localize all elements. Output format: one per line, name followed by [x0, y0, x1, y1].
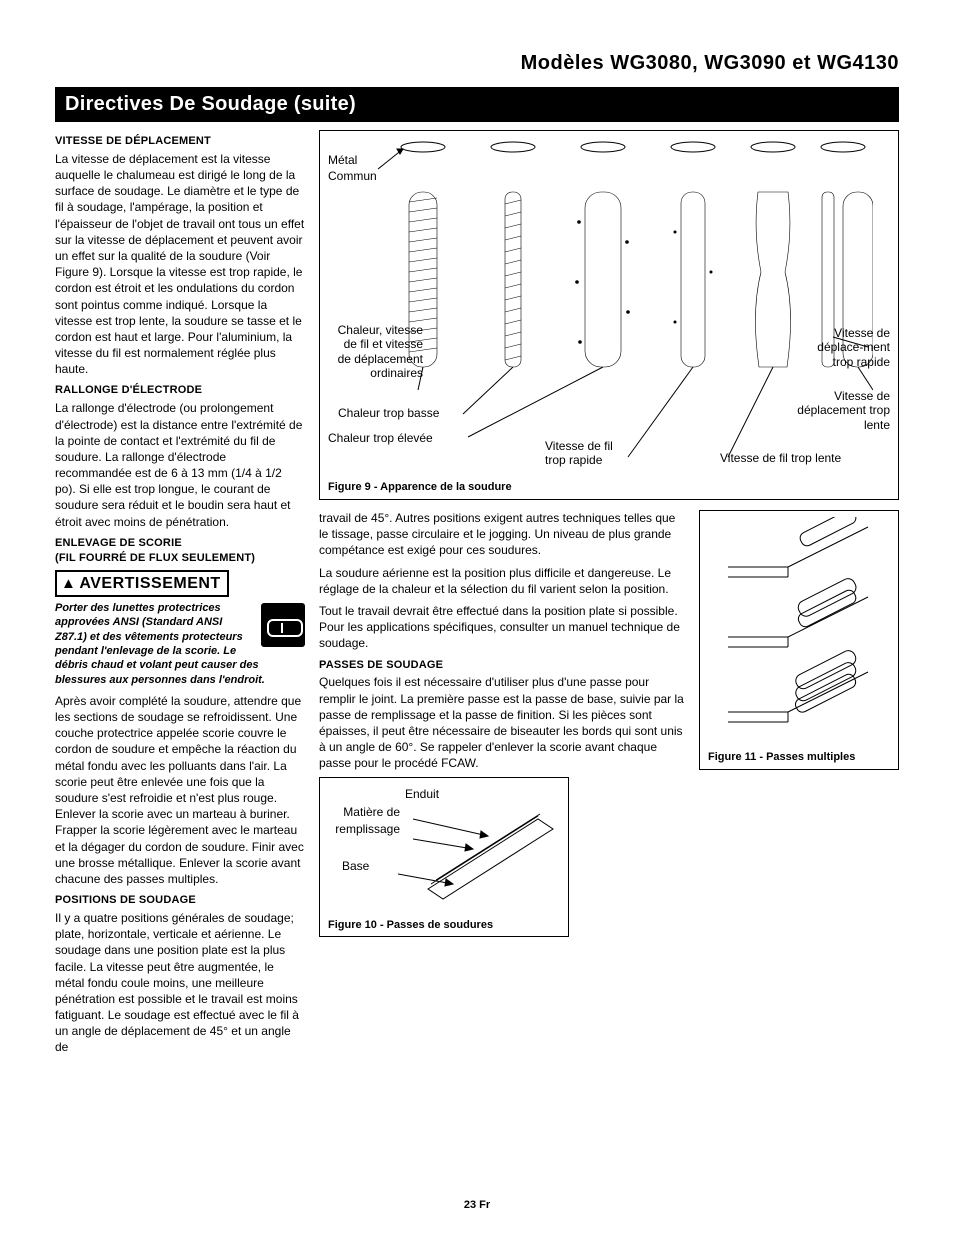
heading-rallonge: RALLONGE D'ÉLECTRODE [55, 383, 305, 398]
warning-label: AVERTISSEMENT [79, 575, 220, 592]
fig9-label-wireslow: Vitesse de fil trop lente [720, 451, 841, 465]
warning-triangle-icon: ▲ [61, 574, 76, 594]
fig9-label-travelslow: Vitesse de déplacement trop lente [770, 389, 890, 432]
section-title-bar: Directives De Soudage (suite) [55, 87, 899, 122]
para-positions: Il y a quatre positions générales de sou… [55, 910, 305, 1056]
fig9-label-heathigh: Chaleur trop élevée [328, 431, 433, 445]
heading-passes: PASSES DE SOUDAGE [319, 658, 685, 673]
fig9-label-ordinary: Chaleur, vitesse de fil et vitesse de dé… [328, 323, 423, 381]
page-number: 23 Fr [0, 1198, 954, 1213]
figure-11-svg [708, 517, 890, 742]
para-vitesse: La vitesse de déplacement est la vitesse… [55, 151, 305, 378]
goggles-icon [261, 603, 305, 647]
figure-9-caption: Figure 9 - Apparence de la soudure [328, 480, 512, 495]
para-scorie: Après avoir complété la soudure, attendr… [55, 693, 305, 887]
para-rallonge: La rallonge d'électrode (ou prolongement… [55, 400, 305, 530]
lower-columns: travail de 45°. Autres positions exigent… [319, 510, 899, 947]
para-cont-2: La soudure aérienne est la position plus… [319, 565, 685, 597]
figure-9: Métal Commun Chaleur, vitesse de fil et … [319, 130, 899, 500]
warning-row: ▲AVERTISSEMENT [55, 568, 305, 602]
fig9-label-metal: Métal [328, 153, 357, 167]
warning-block: Porter des lunettes protectrices apprové… [55, 601, 305, 687]
para-cont-3: Tout le travail devrait être effectué da… [319, 603, 685, 652]
fig10-label-matiere: Matière de remplissage [328, 804, 400, 836]
main-columns: VITESSE DE DÉPLACEMENT La vitesse de dép… [55, 130, 899, 1062]
fig9-label-wirefast: Vitesse de fil trop rapide [545, 439, 630, 468]
para-cont-1: travail de 45°. Autres positions exigent… [319, 510, 685, 559]
right-area: Métal Commun Chaleur, vitesse de fil et … [319, 130, 899, 947]
figure-10: Enduit Matière de remplissage Base Figur… [319, 777, 569, 937]
figure-11: Figure 11 - Passes multiples [699, 510, 899, 770]
fig10-label-base: Base [342, 858, 369, 874]
far-right-column: Figure 11 - Passes multiples [699, 510, 899, 780]
fig10-label-enduit: Enduit [405, 786, 439, 802]
heading-enlevage-a: ENLEVAGE DE SCORIE [55, 536, 305, 551]
para-passes: Quelques fois il est nécessaire d'utilis… [319, 674, 685, 771]
left-column: VITESSE DE DÉPLACEMENT La vitesse de dép… [55, 130, 305, 1062]
fig9-label-travelfast: Vitesse de déplace-ment trop rapide [815, 326, 890, 369]
middle-column: travail de 45°. Autres positions exigent… [319, 510, 685, 947]
warning-badge: ▲AVERTISSEMENT [55, 570, 229, 598]
fig9-label-heatlow: Chaleur trop basse [338, 406, 439, 420]
heading-vitesse: VITESSE DE DÉPLACEMENT [55, 134, 305, 149]
page-header: Modèles WG3080, WG3090 et WG4130 [55, 50, 899, 77]
figure-11-caption: Figure 11 - Passes multiples [708, 750, 890, 765]
heading-enlevage-b: (FIL FOURRÉ DE FLUX SEULEMENT) [55, 551, 305, 566]
figure-10-caption: Figure 10 - Passes de soudures [328, 918, 493, 933]
fig9-label-commun: Commun [328, 169, 377, 183]
heading-positions: POSITIONS DE SOUDAGE [55, 893, 305, 908]
